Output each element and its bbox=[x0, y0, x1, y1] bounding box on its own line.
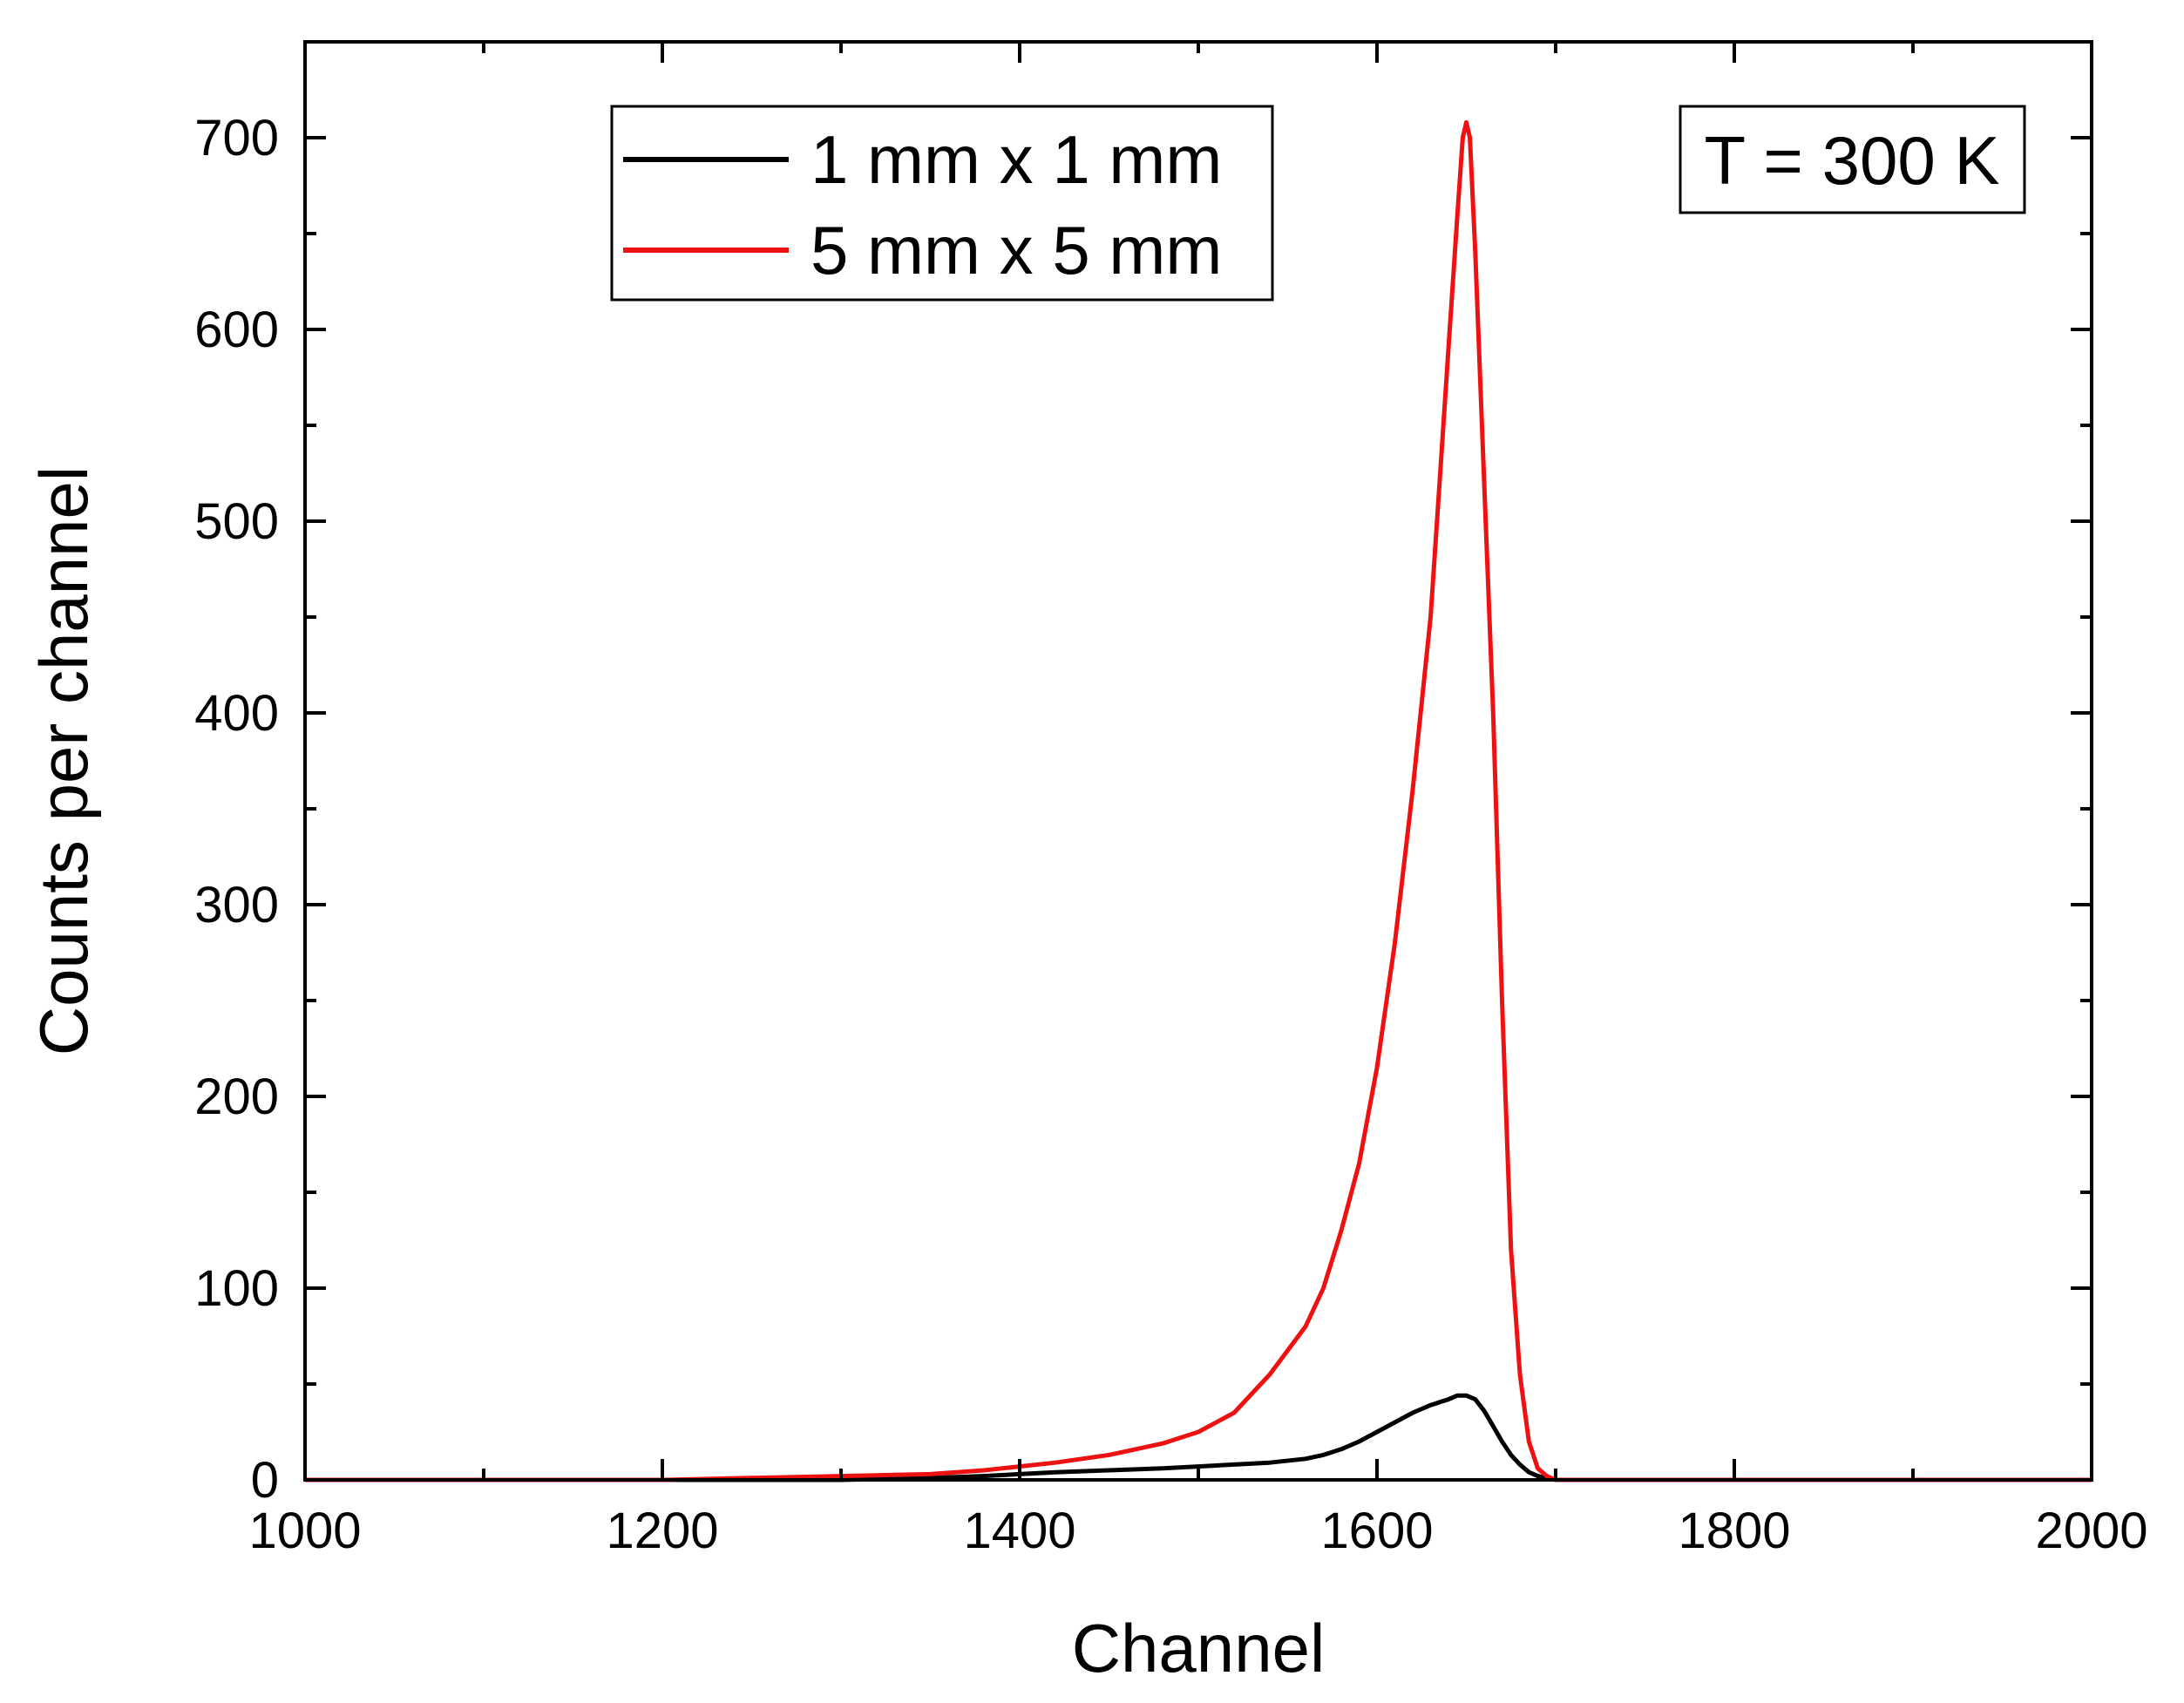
annotation-box bbox=[1679, 105, 2026, 214]
legend-label-1mm: 1 mm x 1 mm bbox=[811, 121, 1222, 198]
legend-label-5mm: 5 mm x 5 mm bbox=[811, 212, 1222, 288]
x-tick-label: 1000 bbox=[248, 1503, 361, 1559]
y-tick-label: 300 bbox=[194, 877, 279, 933]
legend-box bbox=[610, 105, 1274, 302]
y-tick-label: 500 bbox=[194, 493, 279, 550]
x-tick-label: 1200 bbox=[606, 1503, 718, 1559]
y-tick-label: 600 bbox=[194, 302, 279, 358]
y-tick-label: 400 bbox=[194, 685, 279, 742]
plot-frame bbox=[303, 40, 2093, 1482]
y-tick-label: 100 bbox=[194, 1260, 279, 1317]
y-tick-label: 0 bbox=[251, 1452, 279, 1509]
series-line-1mm bbox=[305, 1393, 2092, 1482]
ticks-layer: 1000 1200 1400 1600 1800 2000 0 100 200 300 400 500… bbox=[194, 40, 2148, 1559]
y-tick-label: 700 bbox=[194, 110, 279, 166]
series-layer bbox=[305, 119, 2092, 1482]
legend: 1 mm x 1 mm 5 mm x 5 mm bbox=[610, 105, 1274, 302]
annotation: T = 300 K bbox=[1679, 105, 2026, 214]
annotation-temperature: T = 300 K bbox=[1705, 122, 2000, 199]
x-axis-title: Channel bbox=[1072, 1610, 1326, 1686]
x-tick-label: 2000 bbox=[2035, 1503, 2147, 1559]
x-tick-label: 1400 bbox=[963, 1503, 1075, 1559]
x-tick-label: 1600 bbox=[1320, 1503, 1433, 1559]
y-tick-label: 200 bbox=[194, 1069, 279, 1125]
y-axis-title: Counts per channel bbox=[25, 466, 102, 1055]
series-line-5mm bbox=[305, 119, 2092, 1482]
x-tick-label: 1800 bbox=[1678, 1503, 1790, 1559]
